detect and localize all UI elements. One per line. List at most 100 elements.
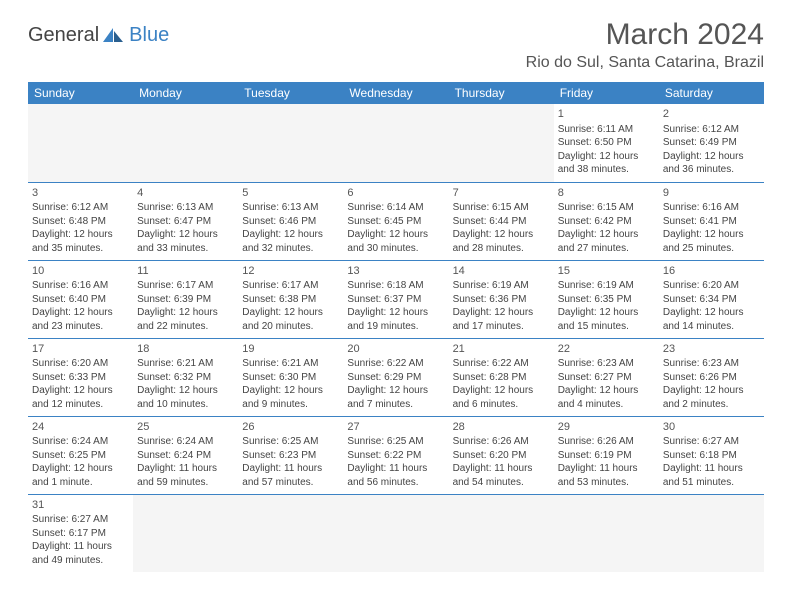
daylight-text: Daylight: 12 hours and 33 minutes. bbox=[137, 228, 234, 255]
day-cell: 12Sunrise: 6:17 AMSunset: 6:38 PMDayligh… bbox=[238, 260, 343, 338]
sunrise-text: Sunrise: 6:19 AM bbox=[558, 279, 655, 293]
sunrise-text: Sunrise: 6:21 AM bbox=[137, 357, 234, 371]
title-block: March 2024 Rio do Sul, Santa Catarina, B… bbox=[526, 18, 764, 72]
daylight-text: Daylight: 11 hours and 54 minutes. bbox=[453, 462, 550, 489]
day-cell: 29Sunrise: 6:26 AMSunset: 6:19 PMDayligh… bbox=[554, 416, 659, 494]
day-number: 29 bbox=[558, 420, 655, 435]
daylight-text: Daylight: 12 hours and 36 minutes. bbox=[663, 150, 760, 177]
day-cell: 19Sunrise: 6:21 AMSunset: 6:30 PMDayligh… bbox=[238, 338, 343, 416]
day-cell: 24Sunrise: 6:24 AMSunset: 6:25 PMDayligh… bbox=[28, 416, 133, 494]
daylight-text: Daylight: 11 hours and 51 minutes. bbox=[663, 462, 760, 489]
sunrise-text: Sunrise: 6:13 AM bbox=[137, 201, 234, 215]
logo-text-general: General bbox=[28, 24, 99, 47]
col-friday: Friday bbox=[554, 82, 659, 104]
week-row: 17Sunrise: 6:20 AMSunset: 6:33 PMDayligh… bbox=[28, 338, 764, 416]
col-sunday: Sunday bbox=[28, 82, 133, 104]
day-cell: 25Sunrise: 6:24 AMSunset: 6:24 PMDayligh… bbox=[133, 416, 238, 494]
daylight-text: Daylight: 12 hours and 27 minutes. bbox=[558, 228, 655, 255]
day-cell: 1Sunrise: 6:11 AMSunset: 6:50 PMDaylight… bbox=[554, 104, 659, 182]
daylight-text: Daylight: 12 hours and 1 minute. bbox=[32, 462, 129, 489]
day-cell: 14Sunrise: 6:19 AMSunset: 6:36 PMDayligh… bbox=[449, 260, 554, 338]
daylight-text: Daylight: 12 hours and 4 minutes. bbox=[558, 384, 655, 411]
empty-cell bbox=[343, 494, 448, 572]
daylight-text: Daylight: 11 hours and 56 minutes. bbox=[347, 462, 444, 489]
sunset-text: Sunset: 6:49 PM bbox=[663, 136, 760, 150]
sunset-text: Sunset: 6:40 PM bbox=[32, 293, 129, 307]
header-row: Sunday Monday Tuesday Wednesday Thursday… bbox=[28, 82, 764, 104]
sunrise-text: Sunrise: 6:18 AM bbox=[347, 279, 444, 293]
sunrise-text: Sunrise: 6:15 AM bbox=[558, 201, 655, 215]
sunrise-text: Sunrise: 6:25 AM bbox=[242, 435, 339, 449]
sunrise-text: Sunrise: 6:27 AM bbox=[32, 513, 129, 527]
sunrise-text: Sunrise: 6:15 AM bbox=[453, 201, 550, 215]
day-cell: 16Sunrise: 6:20 AMSunset: 6:34 PMDayligh… bbox=[659, 260, 764, 338]
day-cell: 3Sunrise: 6:12 AMSunset: 6:48 PMDaylight… bbox=[28, 182, 133, 260]
day-number: 10 bbox=[32, 264, 129, 279]
daylight-text: Daylight: 12 hours and 32 minutes. bbox=[242, 228, 339, 255]
daylight-text: Daylight: 11 hours and 57 minutes. bbox=[242, 462, 339, 489]
day-number: 27 bbox=[347, 420, 444, 435]
sunset-text: Sunset: 6:42 PM bbox=[558, 215, 655, 229]
calendar-table: Sunday Monday Tuesday Wednesday Thursday… bbox=[28, 82, 764, 572]
sunset-text: Sunset: 6:38 PM bbox=[242, 293, 339, 307]
day-cell: 31Sunrise: 6:27 AMSunset: 6:17 PMDayligh… bbox=[28, 494, 133, 572]
sunset-text: Sunset: 6:17 PM bbox=[32, 527, 129, 541]
day-number: 31 bbox=[32, 498, 129, 513]
logo: General Blue bbox=[28, 18, 169, 47]
day-number: 28 bbox=[453, 420, 550, 435]
day-cell: 6Sunrise: 6:14 AMSunset: 6:45 PMDaylight… bbox=[343, 182, 448, 260]
sunset-text: Sunset: 6:47 PM bbox=[137, 215, 234, 229]
logo-text-blue: Blue bbox=[129, 24, 169, 47]
day-number: 9 bbox=[663, 186, 760, 201]
empty-cell bbox=[659, 494, 764, 572]
empty-cell bbox=[133, 104, 238, 182]
day-number: 22 bbox=[558, 342, 655, 357]
daylight-text: Daylight: 12 hours and 7 minutes. bbox=[347, 384, 444, 411]
day-cell: 5Sunrise: 6:13 AMSunset: 6:46 PMDaylight… bbox=[238, 182, 343, 260]
empty-cell bbox=[133, 494, 238, 572]
day-number: 1 bbox=[558, 107, 655, 122]
sunset-text: Sunset: 6:19 PM bbox=[558, 449, 655, 463]
day-cell: 11Sunrise: 6:17 AMSunset: 6:39 PMDayligh… bbox=[133, 260, 238, 338]
daylight-text: Daylight: 11 hours and 53 minutes. bbox=[558, 462, 655, 489]
day-number: 19 bbox=[242, 342, 339, 357]
col-tuesday: Tuesday bbox=[238, 82, 343, 104]
sunset-text: Sunset: 6:33 PM bbox=[32, 371, 129, 385]
sunset-text: Sunset: 6:28 PM bbox=[453, 371, 550, 385]
day-number: 3 bbox=[32, 186, 129, 201]
sunset-text: Sunset: 6:24 PM bbox=[137, 449, 234, 463]
sunrise-text: Sunrise: 6:25 AM bbox=[347, 435, 444, 449]
daylight-text: Daylight: 12 hours and 30 minutes. bbox=[347, 228, 444, 255]
sunrise-text: Sunrise: 6:24 AM bbox=[137, 435, 234, 449]
sunset-text: Sunset: 6:20 PM bbox=[453, 449, 550, 463]
sunrise-text: Sunrise: 6:12 AM bbox=[32, 201, 129, 215]
sunrise-text: Sunrise: 6:17 AM bbox=[137, 279, 234, 293]
daylight-text: Daylight: 12 hours and 25 minutes. bbox=[663, 228, 760, 255]
sunset-text: Sunset: 6:35 PM bbox=[558, 293, 655, 307]
sunrise-text: Sunrise: 6:22 AM bbox=[347, 357, 444, 371]
day-number: 7 bbox=[453, 186, 550, 201]
sunset-text: Sunset: 6:44 PM bbox=[453, 215, 550, 229]
day-cell: 4Sunrise: 6:13 AMSunset: 6:47 PMDaylight… bbox=[133, 182, 238, 260]
day-cell: 7Sunrise: 6:15 AMSunset: 6:44 PMDaylight… bbox=[449, 182, 554, 260]
daylight-text: Daylight: 12 hours and 12 minutes. bbox=[32, 384, 129, 411]
day-number: 26 bbox=[242, 420, 339, 435]
sunset-text: Sunset: 6:22 PM bbox=[347, 449, 444, 463]
daylight-text: Daylight: 12 hours and 14 minutes. bbox=[663, 306, 760, 333]
col-monday: Monday bbox=[133, 82, 238, 104]
day-cell: 27Sunrise: 6:25 AMSunset: 6:22 PMDayligh… bbox=[343, 416, 448, 494]
sunset-text: Sunset: 6:34 PM bbox=[663, 293, 760, 307]
day-number: 12 bbox=[242, 264, 339, 279]
day-number: 16 bbox=[663, 264, 760, 279]
day-number: 25 bbox=[137, 420, 234, 435]
day-number: 6 bbox=[347, 186, 444, 201]
daylight-text: Daylight: 12 hours and 28 minutes. bbox=[453, 228, 550, 255]
day-cell: 9Sunrise: 6:16 AMSunset: 6:41 PMDaylight… bbox=[659, 182, 764, 260]
location: Rio do Sul, Santa Catarina, Brazil bbox=[526, 54, 764, 72]
sunset-text: Sunset: 6:30 PM bbox=[242, 371, 339, 385]
day-cell: 20Sunrise: 6:22 AMSunset: 6:29 PMDayligh… bbox=[343, 338, 448, 416]
daylight-text: Daylight: 12 hours and 6 minutes. bbox=[453, 384, 550, 411]
day-cell: 22Sunrise: 6:23 AMSunset: 6:27 PMDayligh… bbox=[554, 338, 659, 416]
sunrise-text: Sunrise: 6:26 AM bbox=[453, 435, 550, 449]
empty-cell bbox=[449, 104, 554, 182]
